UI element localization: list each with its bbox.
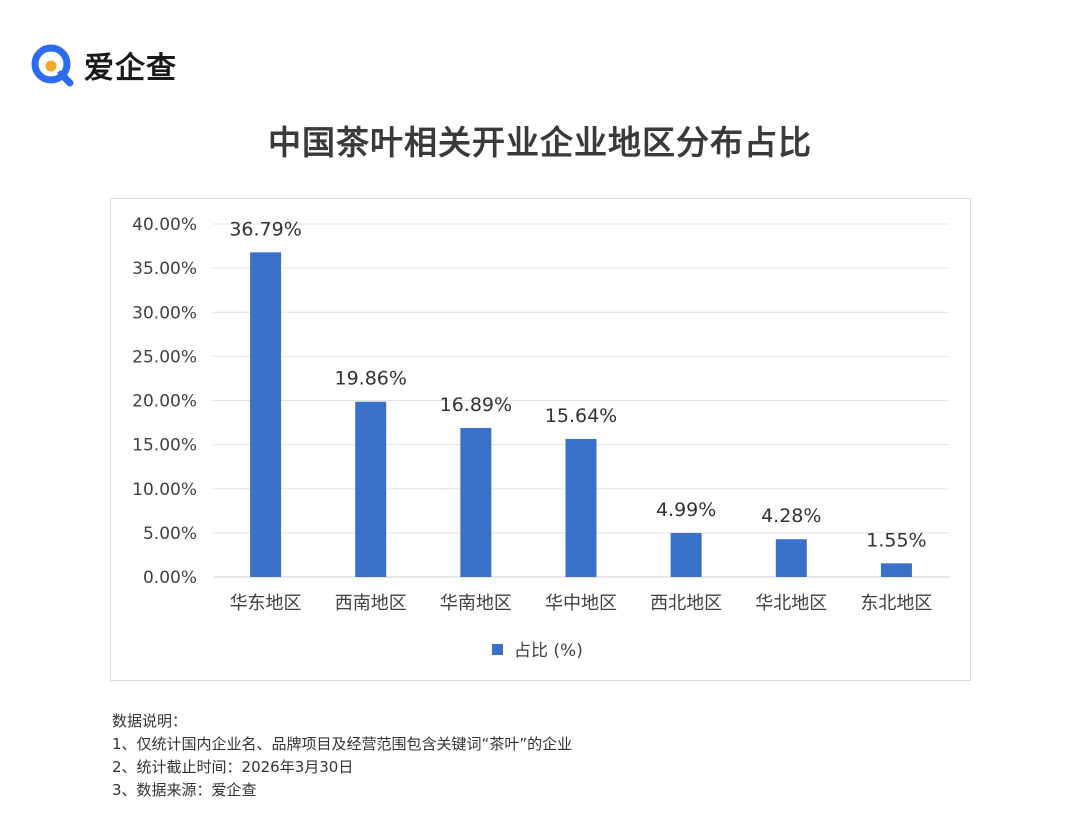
x-tick-label: 西北地区	[650, 593, 722, 614]
y-tick-label: 0.00%	[143, 568, 197, 588]
bar	[670, 532, 702, 577]
x-tick-label: 华中地区	[545, 593, 617, 614]
chart-frame: 0.00% 5.00% 10.00% 15.00% 20.00% 25.00% 30.00%…	[110, 198, 971, 681]
x-tick-label: 华南地区	[440, 593, 512, 614]
y-tick-label: 10.00%	[132, 480, 197, 500]
chart-title: 中国茶叶相关开业企业地区分布占比	[268, 123, 812, 162]
magnifier-logo-icon	[31, 44, 74, 87]
y-tick-label: 40.00%	[132, 215, 197, 235]
data-notes: 数据说明： 1、仅统计国内企业名、品牌项目及经营范围包含关键词“茶叶”的企业 2…	[112, 710, 572, 802]
x-tick-label: 西南地区	[335, 593, 407, 614]
note-item-1: 1、仅统计国内企业名、品牌项目及经营范围包含关键词“茶叶”的企业	[112, 735, 573, 753]
notes-heading: 数据说明：	[112, 712, 188, 730]
data-label: 36.79%	[229, 218, 301, 240]
x-tick-label: 华北地区	[755, 593, 827, 614]
y-tick-label: 25.00%	[132, 347, 197, 367]
data-label: 4.28%	[761, 505, 821, 527]
x-tick-label: 华东地区	[230, 593, 302, 614]
brand-name: 爱企查	[84, 51, 177, 86]
y-tick-label: 30.00%	[132, 303, 197, 323]
y-tick-label: 5.00%	[143, 524, 197, 544]
bar	[565, 438, 597, 577]
x-tick-label: 东北地区	[860, 593, 932, 614]
y-tick-label: 20.00%	[132, 392, 197, 412]
legend-label: 占比 (%)	[514, 641, 583, 661]
bar	[460, 427, 492, 577]
legend-swatch	[492, 644, 503, 655]
data-label: 15.64%	[545, 405, 617, 427]
y-tick-label: 35.00%	[132, 259, 197, 279]
note-item-2: 2、统计截止时间：2026年3月30日	[112, 758, 354, 776]
bar-chart: 0.00% 5.00% 10.00% 15.00% 20.00% 25.00% 30.00%…	[132, 215, 949, 661]
bar	[880, 563, 912, 577]
data-label: 19.86%	[334, 368, 406, 390]
bar	[775, 539, 807, 577]
y-tick-label: 15.00%	[132, 436, 197, 456]
bar	[355, 401, 387, 577]
data-label: 1.55%	[866, 529, 926, 551]
note-item-3: 3、数据来源：爱企查	[112, 781, 257, 799]
bar	[250, 252, 282, 577]
data-label: 4.99%	[656, 499, 716, 521]
data-label: 16.89%	[440, 394, 512, 416]
brand-logo: 爱企查	[28, 40, 177, 90]
